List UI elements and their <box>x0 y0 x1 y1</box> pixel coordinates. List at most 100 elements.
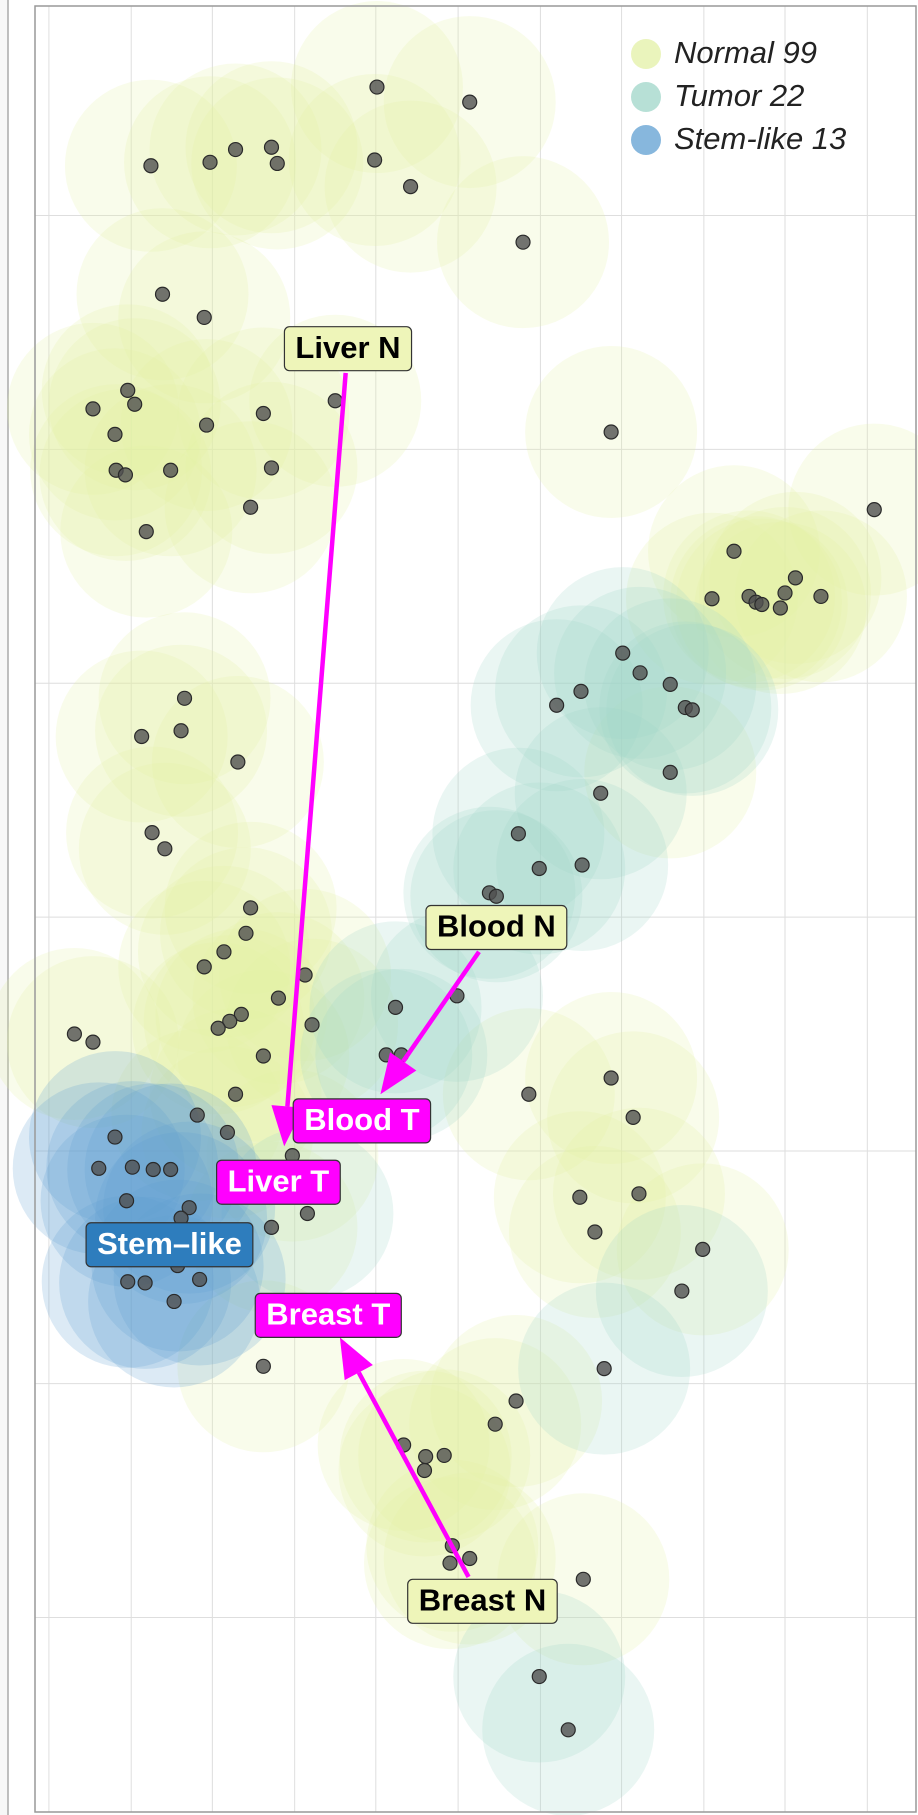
point <box>243 900 259 916</box>
annotation-label: Breast N <box>419 1582 547 1617</box>
point <box>587 1224 603 1240</box>
arrow-head <box>380 1052 417 1095</box>
arrow-line <box>356 1371 471 1579</box>
point <box>144 824 160 841</box>
point <box>230 754 246 770</box>
point <box>572 1189 588 1205</box>
halo <box>788 423 918 596</box>
point <box>263 460 280 476</box>
plot-frame <box>34 5 917 1813</box>
point <box>176 690 193 706</box>
point <box>66 1026 83 1042</box>
annotation-box <box>85 1222 254 1268</box>
point <box>625 1109 641 1125</box>
annotation-label: Liver N <box>295 330 400 365</box>
point <box>198 417 215 433</box>
point <box>531 860 547 877</box>
point <box>632 665 648 681</box>
point <box>299 1205 316 1222</box>
point <box>704 591 720 607</box>
point <box>124 1159 140 1175</box>
annotations: Liver N Blood N Breast N Blood T Liver T Brea… <box>85 326 568 1624</box>
point <box>227 141 244 158</box>
legend-label: Normal 99 <box>674 35 817 70</box>
annotation-box <box>283 326 413 372</box>
point <box>138 523 154 540</box>
point <box>134 728 150 745</box>
grid <box>35 6 916 1812</box>
point <box>192 1271 208 1288</box>
point <box>674 1283 690 1299</box>
point <box>85 1034 101 1050</box>
annotation-box <box>425 904 568 951</box>
legend-label: Tumor 22 <box>674 78 804 113</box>
point <box>202 154 218 170</box>
point <box>754 596 770 613</box>
point <box>813 588 829 605</box>
point <box>270 990 287 1006</box>
point <box>575 1571 591 1587</box>
point <box>117 467 134 483</box>
legend-swatch <box>631 125 661 155</box>
point <box>726 543 742 559</box>
point <box>255 1048 271 1064</box>
point <box>118 1193 135 1209</box>
annotation-label: Blood N <box>437 909 556 944</box>
arrow-line <box>285 372 348 1107</box>
point <box>85 401 101 417</box>
legend-swatch <box>631 82 661 112</box>
annotation-label: Stem–like <box>97 1226 242 1261</box>
point <box>777 585 793 601</box>
point <box>772 600 788 616</box>
point <box>488 888 504 904</box>
point <box>145 1161 161 1178</box>
point <box>418 1448 434 1465</box>
point <box>173 723 189 739</box>
point <box>269 155 285 172</box>
point <box>442 1555 458 1571</box>
point <box>210 1020 226 1036</box>
point <box>510 826 526 842</box>
point <box>233 1006 249 1022</box>
legend: Normal 99 Tumor 22 Stem-like 13 <box>631 35 846 156</box>
point <box>603 1070 619 1086</box>
point <box>596 1361 612 1377</box>
point <box>196 309 212 326</box>
point <box>238 925 254 941</box>
annotation-label: Breast T <box>266 1297 390 1332</box>
point <box>684 702 700 718</box>
point <box>243 499 259 515</box>
point <box>560 1722 576 1738</box>
point <box>662 676 678 693</box>
point <box>531 1668 547 1685</box>
point <box>549 697 565 713</box>
point <box>120 382 136 398</box>
point <box>787 570 804 586</box>
point <box>107 426 123 442</box>
point <box>416 1462 433 1479</box>
point <box>631 1186 647 1202</box>
point <box>462 94 478 110</box>
neighbor-panel-edge <box>0 0 8 1815</box>
arrow-head <box>339 1337 373 1381</box>
point <box>369 79 385 95</box>
point <box>521 1086 537 1102</box>
point <box>181 1200 197 1216</box>
point <box>462 1550 478 1567</box>
point <box>157 841 173 857</box>
point <box>367 152 383 168</box>
annotation-box <box>216 1159 341 1205</box>
point <box>574 857 590 873</box>
point <box>866 501 882 518</box>
point <box>154 286 171 302</box>
point <box>487 1416 503 1432</box>
point <box>143 158 159 174</box>
arrows <box>271 372 481 1579</box>
point <box>127 396 143 412</box>
point <box>263 139 280 155</box>
arrow-line <box>401 950 481 1063</box>
dots <box>66 79 882 1738</box>
point <box>508 1393 524 1409</box>
annotation-box <box>292 1098 432 1144</box>
